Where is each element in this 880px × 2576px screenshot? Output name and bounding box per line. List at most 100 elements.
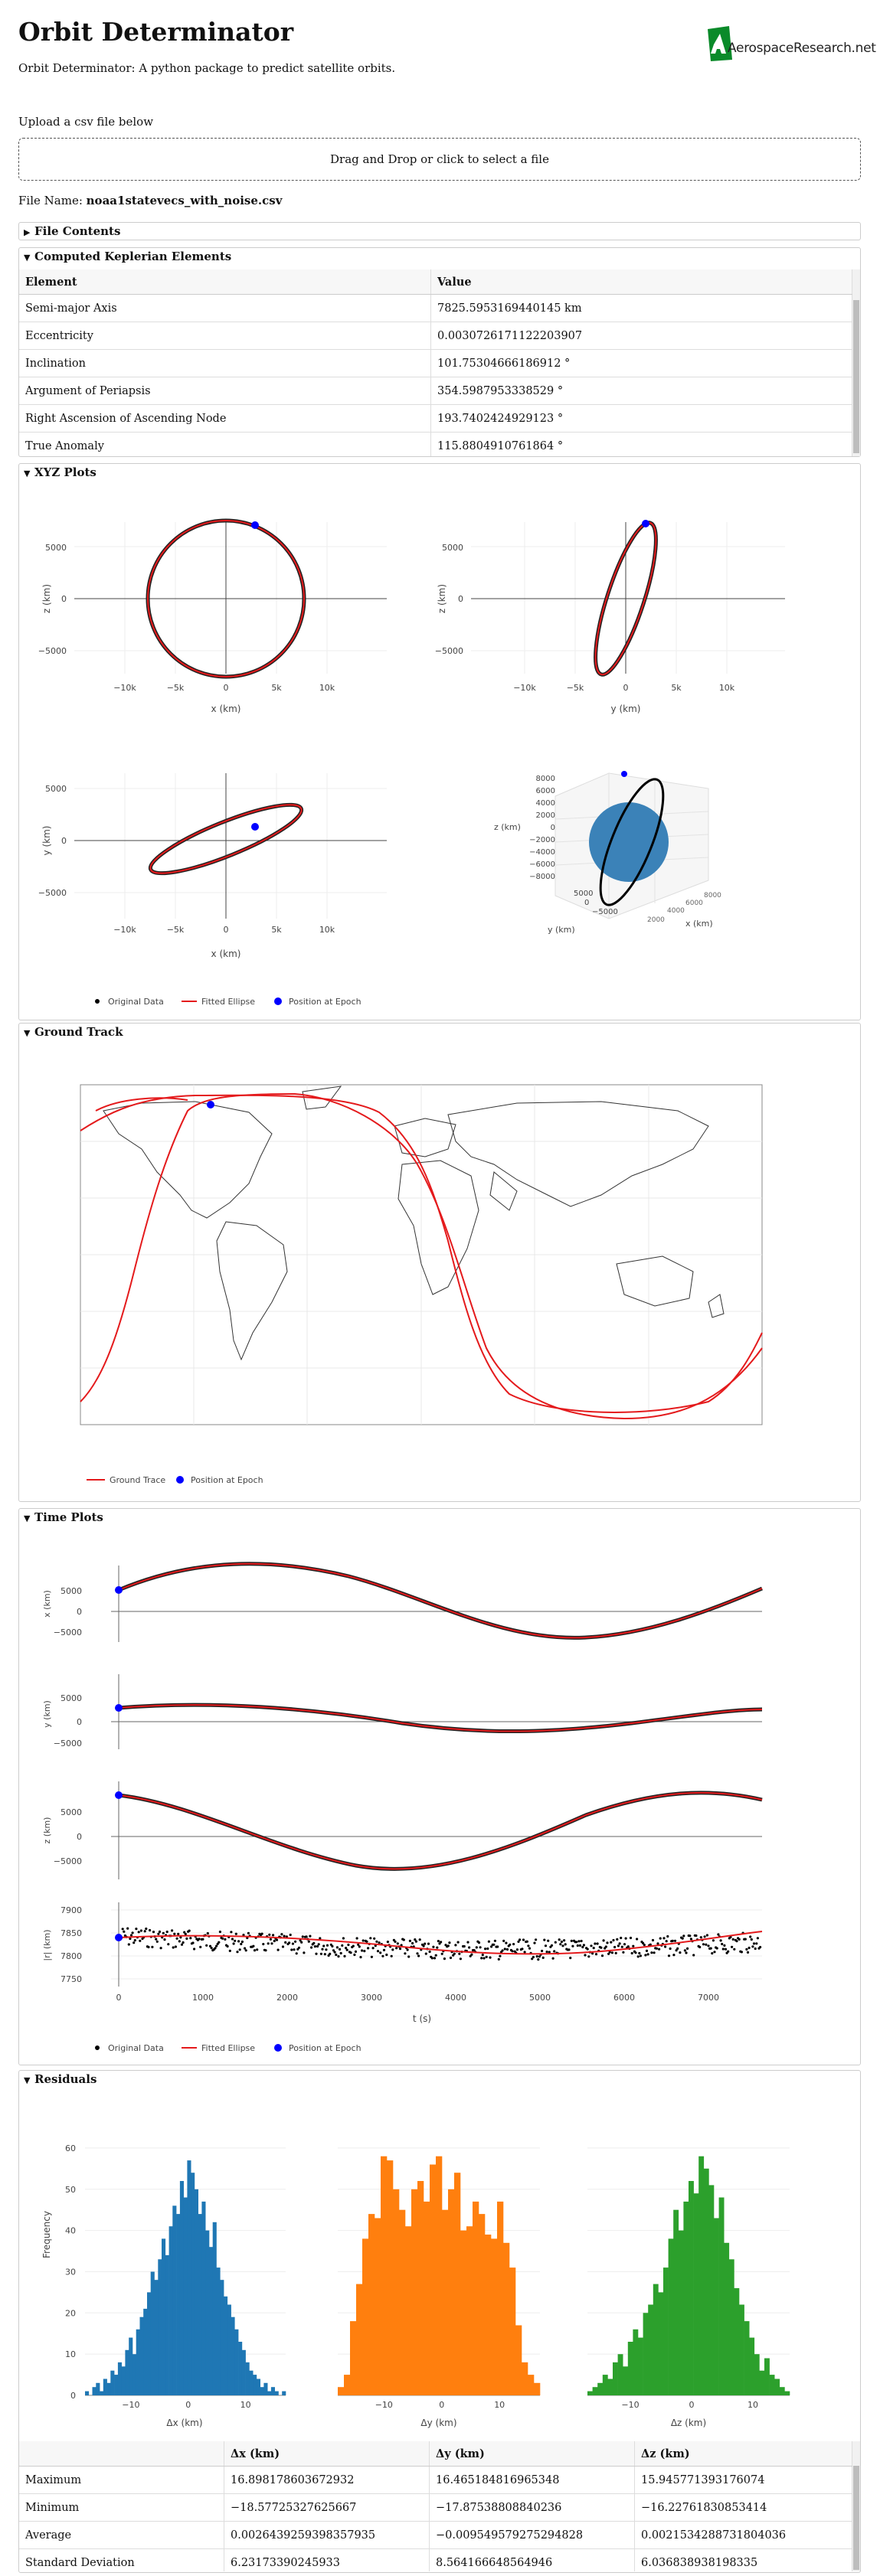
data-point [149,1928,152,1932]
legend-item[interactable]: Original Data [108,997,164,1007]
x-tick: −10 [621,2400,639,2410]
time-plots-figure[interactable]: 5000 0 −5000 x (km) 5000 0 −5000 y (km) [19,1527,860,2063]
ground-track-map[interactable]: Ground Trace Position at Epoch [19,1042,860,1501]
keplerian-table-container[interactable]: Element Value Semi-major Axis 7825.595316… [19,269,860,456]
table-cell: −18.57725327625667 [224,2493,430,2522]
data-point [544,1944,548,1948]
data-point [626,1945,630,1948]
data-point [230,1931,233,1934]
table-scrollbar[interactable] [852,2441,860,2571]
residual-table-container[interactable]: Δx (km) Δy (km) Δz (km) Maximum 16.898178… [19,2441,860,2571]
page-subtitle: Orbit Determinator: A python package to … [18,61,396,75]
data-point [319,1937,322,1940]
x-axis-label: y (km) [611,704,641,714]
data-point [139,1939,142,1942]
histogram-bar [114,2375,119,2395]
histogram-bar [338,2387,345,2395]
histogram-bar [668,2238,674,2395]
fitted-ellipse-trace [147,520,305,677]
histogram-bar [176,2214,181,2395]
xyz-plots-figure[interactable]: 5000 0 −5000 −10k −5k 0 5k 10k x (km) z … [19,482,860,1018]
file-dropzone[interactable]: Drag and Drop or click to select a file [18,138,861,181]
data-point [651,1938,655,1942]
data-point [756,1937,760,1940]
histogram-bar [653,2284,659,2395]
x-tick: 4000 [445,1993,466,2003]
keplerian-toggle[interactable]: ▼ Computed Keplerian Elements [19,248,860,265]
y-tick: −5000 [54,1856,82,1866]
data-point [559,1943,562,1946]
data-point [244,1949,247,1952]
data-point [437,1940,440,1943]
legend-item[interactable]: Position at Epoch [289,2043,361,2053]
data-point [252,1944,255,1948]
table-header: Element [19,269,431,295]
file-contents-toggle[interactable]: ▶ File Contents [19,223,860,240]
histogram-bar [708,2185,715,2395]
expanded-triangle-icon: ▼ [24,2075,31,2085]
data-point [411,1941,414,1945]
histogram-bar [734,2288,740,2395]
legend-item[interactable]: Position at Epoch [289,997,361,1007]
legend-item[interactable]: Position at Epoch [191,1475,263,1485]
epoch-marker [115,1704,123,1712]
data-point [473,1949,476,1952]
data-point [746,1951,750,1954]
data-point [407,1955,411,1958]
histogram-bar [136,2329,140,2395]
scrollbar-thumb[interactable] [853,2466,859,2570]
table-cell: 193.7402424929123 ° [430,404,852,433]
data-point [727,1950,730,1953]
legend-item[interactable]: Original Data [108,2043,164,2053]
data-point [719,1939,722,1942]
y-tick: 30 [65,2267,76,2277]
data-point [709,1947,712,1950]
data-point [456,1941,460,1944]
table-scrollbar[interactable] [852,269,860,456]
y-axis-label: |r| (km) [42,1929,52,1961]
histogram-bar [754,2354,760,2395]
data-point [275,1938,279,1941]
data-point [503,1948,506,1951]
scrollbar-thumb[interactable] [853,300,859,453]
data-point [537,1958,540,1961]
legend-item[interactable]: Fitted Ellipse [201,2043,255,2053]
y-tick: 0 [61,594,67,604]
ground-legend[interactable]: Ground Trace Position at Epoch [87,1475,263,1485]
data-point [759,1945,762,1949]
legend-item[interactable]: Ground Trace [110,1475,165,1485]
ground-track-toggle[interactable]: ▼ Ground Track [19,1024,860,1040]
table-header [19,2441,224,2467]
z-tick: −4000 [529,848,555,857]
legend-item[interactable]: Fitted Ellipse [201,997,255,1007]
x-tick: 1000 [192,1993,214,2003]
data-point [610,1951,614,1954]
residual-histograms[interactable]: Frequency Δx (km) Δy (km) Δz (km) −10 0 10… [19,2089,860,2441]
data-point [632,1944,635,1948]
data-point [367,1947,370,1950]
data-point [620,1945,623,1948]
aerospace-logo[interactable]: AerospaceResearch.net [706,26,876,61]
time-legend[interactable]: Original Data Fitted Ellipse Position at… [95,2043,361,2053]
data-point [610,1941,613,1944]
data-point [342,1937,345,1940]
data-point [749,1935,752,1938]
data-point [404,1952,407,1955]
histogram-bar [100,2391,104,2395]
data-point [592,1947,595,1950]
data-point [644,1954,647,1957]
xyz-toggle[interactable]: ▼ XYZ Plots [19,464,860,481]
data-point [378,1941,381,1944]
time-plots-toggle[interactable]: ▼ Time Plots [19,1509,860,1526]
residuals-toggle[interactable]: ▼ Residuals [19,2071,860,2088]
histogram-bar [714,2218,719,2395]
data-point [594,1942,597,1945]
table-cell: Average [19,2521,224,2549]
data-point [131,1931,134,1934]
time-panel-x: 5000 0 −5000 x (km) [42,1562,763,1642]
xyz-legend[interactable]: Original Data Fitted Ellipse Position at… [95,997,361,1007]
data-point [548,1951,551,1954]
histogram-bar [106,2382,111,2395]
data-point [391,1948,394,1951]
data-point [199,1945,202,1948]
